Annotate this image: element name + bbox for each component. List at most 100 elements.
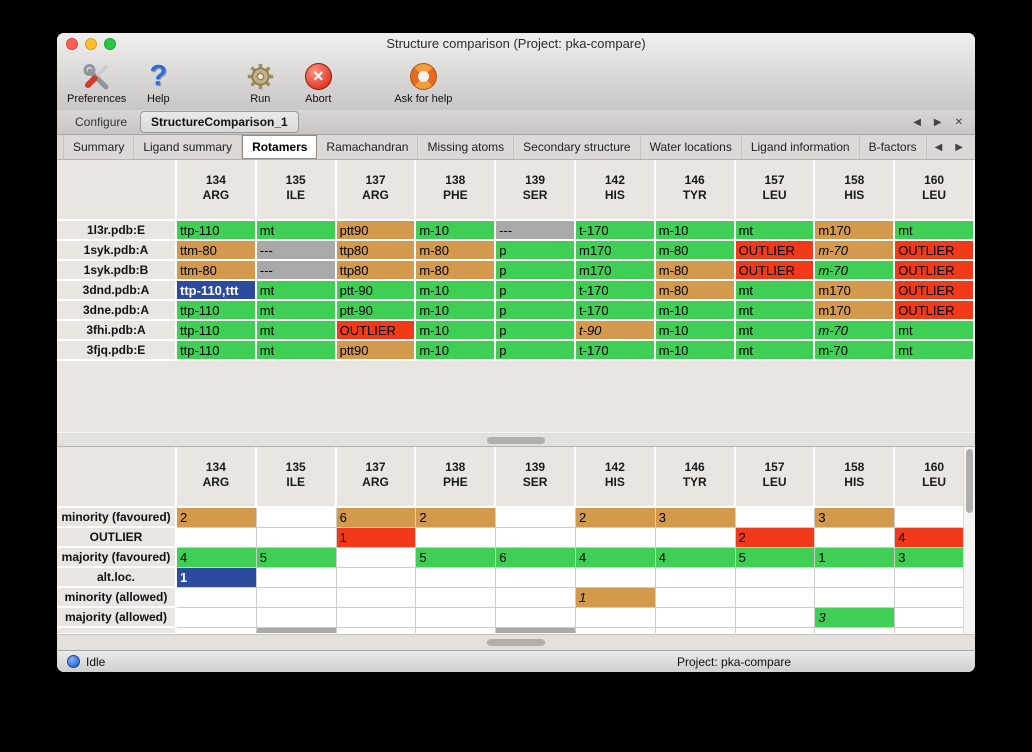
rotamer-cell[interactable]: mt <box>735 221 816 241</box>
vertical-scrollbar[interactable] <box>963 447 975 634</box>
rotamer-cell[interactable]: m-80 <box>655 241 736 261</box>
summary-cell[interactable] <box>496 588 576 608</box>
scrollbar-thumb[interactable] <box>966 449 973 513</box>
summary-cell[interactable] <box>177 588 257 608</box>
summary-cell[interactable]: 3 <box>815 508 896 528</box>
column-header[interactable]: 157 LEU <box>735 160 816 221</box>
column-header[interactable]: 142 HIS <box>576 160 656 221</box>
row-header[interactable]: minority (allowed) <box>57 588 177 608</box>
rotamer-cell[interactable]: m170 <box>576 261 656 281</box>
ask-for-help-button[interactable]: Ask for help <box>394 61 452 105</box>
rotamer-cell[interactable]: mt <box>895 221 975 241</box>
rotamer-cell[interactable]: mt <box>256 341 337 361</box>
abort-button[interactable]: ✕ Abort <box>292 61 344 105</box>
rotamer-cell[interactable]: ttp80 <box>336 261 417 281</box>
rotamer-cell[interactable]: OUTLIER <box>336 321 417 341</box>
rotamer-cell[interactable]: p <box>496 281 576 301</box>
column-header[interactable]: 134 ARG <box>177 160 257 221</box>
rotamer-cell[interactable]: m-10 <box>655 321 736 341</box>
row-header[interactable]: OUTLIER <box>57 528 177 548</box>
summary-cell[interactable]: 3 <box>655 508 736 528</box>
column-header[interactable]: 158 HIS <box>815 160 896 221</box>
summary-cell[interactable]: 1 <box>576 588 656 608</box>
column-header[interactable]: 135 ILE <box>256 160 337 221</box>
column-header[interactable]: 146 TYR <box>655 447 736 508</box>
zoom-button[interactable] <box>104 38 116 50</box>
rotamer-cell[interactable]: ttp-110 <box>177 301 257 321</box>
rotamer-cell[interactable]: m-80 <box>655 261 736 281</box>
summary-cell[interactable] <box>336 548 417 568</box>
summary-cell[interactable] <box>815 528 896 548</box>
rotamer-cell[interactable]: ttp-110,ttt <box>177 281 257 301</box>
rotamer-cell[interactable]: mt <box>735 341 816 361</box>
column-header[interactable]: 138 PHE <box>416 160 497 221</box>
rotamer-cell[interactable]: m-10 <box>416 341 497 361</box>
rotamer-cell[interactable]: ttp80 <box>336 241 417 261</box>
rotamer-cell[interactable]: ttm-80 <box>177 241 257 261</box>
summary-cell[interactable]: 3 <box>815 608 896 628</box>
rotamer-cell[interactable]: m-80 <box>416 241 497 261</box>
preferences-button[interactable]: Preferences <box>67 61 126 105</box>
column-header[interactable]: 160 LEU <box>895 160 975 221</box>
rotamer-cell[interactable]: m170 <box>576 241 656 261</box>
rotamer-cell[interactable]: mt <box>735 301 816 321</box>
rotamer-cell[interactable]: p <box>496 261 576 281</box>
row-header[interactable]: 1syk.pdb:B <box>57 261 177 281</box>
row-header[interactable]: 1l3r.pdb:E <box>57 221 177 241</box>
rotamer-cell[interactable]: t-170 <box>576 301 656 321</box>
rotamer-cell[interactable]: m-10 <box>655 221 736 241</box>
summary-cell[interactable]: 6 <box>336 508 417 528</box>
rotamer-cell[interactable]: m-70 <box>815 241 896 261</box>
summary-cell[interactable] <box>256 508 337 528</box>
minimize-button[interactable] <box>85 38 97 50</box>
close-tab-icon[interactable]: ✕ <box>954 116 963 128</box>
rotamer-cell[interactable]: m170 <box>815 301 896 321</box>
summary-cell[interactable] <box>177 608 257 628</box>
column-header[interactable]: 139 SER <box>496 447 576 508</box>
summary-cell[interactable] <box>576 528 656 548</box>
help-button[interactable]: ? Help <box>132 61 184 106</box>
row-header[interactable]: 3fhi.pdb:A <box>57 321 177 341</box>
summary-cell[interactable] <box>416 568 497 588</box>
forward-icon[interactable]: ▶ <box>955 141 963 153</box>
tab-structurecomparison_1[interactable]: StructureComparison_1 <box>140 111 299 133</box>
rotamer-cell[interactable]: m-10 <box>655 341 736 361</box>
summary-cell[interactable] <box>655 568 736 588</box>
rotamer-cell[interactable]: m170 <box>815 281 896 301</box>
rotamer-cell[interactable]: mt <box>256 301 337 321</box>
summary-cell[interactable]: 5 <box>416 548 497 568</box>
summary-cell[interactable] <box>416 588 497 608</box>
back-icon[interactable]: ◀ <box>934 141 943 153</box>
summary-cell[interactable] <box>416 608 497 628</box>
rotamer-cell[interactable]: t-170 <box>576 221 656 241</box>
summary-cell[interactable] <box>496 608 576 628</box>
rotamer-cell[interactable]: m170 <box>815 221 896 241</box>
rotamer-cell[interactable]: mt <box>735 321 816 341</box>
column-header[interactable]: 138 PHE <box>416 447 497 508</box>
summary-cell[interactable] <box>496 568 576 588</box>
summary-cell[interactable] <box>336 608 417 628</box>
rotamer-cell[interactable]: mt <box>256 221 337 241</box>
row-header[interactable]: 3fjq.pdb:E <box>57 341 177 361</box>
summary-cell[interactable]: 4 <box>576 548 656 568</box>
summary-cell[interactable] <box>735 508 816 528</box>
subtab-ligand-summary[interactable]: Ligand summary <box>134 135 243 159</box>
subtab-secondary-structure[interactable]: Secondary structure <box>514 135 641 159</box>
rotamer-cell[interactable]: ptt90 <box>336 341 417 361</box>
rotamer-cell[interactable]: m-70 <box>815 341 896 361</box>
summary-cell[interactable] <box>735 608 816 628</box>
rotamer-cell[interactable]: --- <box>496 221 576 241</box>
summary-cell[interactable]: 2 <box>416 508 497 528</box>
rotamer-cell[interactable]: t-90 <box>576 321 656 341</box>
summary-cell[interactable] <box>256 568 337 588</box>
rotamer-cell[interactable]: m-10 <box>416 321 497 341</box>
rotamer-cell[interactable]: --- <box>256 241 337 261</box>
subtab-ramachandran[interactable]: Ramachandran <box>317 135 419 159</box>
rotamer-cell[interactable]: m-70 <box>815 261 896 281</box>
rotamer-cell[interactable]: m-70 <box>815 321 896 341</box>
summary-cell[interactable] <box>655 608 736 628</box>
summary-cell[interactable] <box>416 528 497 548</box>
column-header[interactable]: 142 HIS <box>576 447 656 508</box>
summary-cell[interactable]: 2 <box>177 508 257 528</box>
rotamer-cell[interactable]: m-80 <box>655 281 736 301</box>
